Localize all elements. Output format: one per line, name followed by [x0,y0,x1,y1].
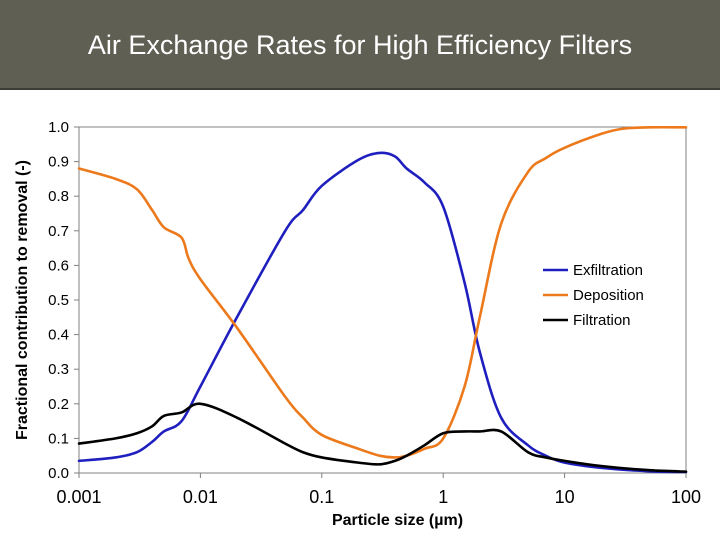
slide-title: Air Exchange Rates for High Efficiency F… [87,30,633,60]
legend-label-exfiltration: Exfiltration [573,262,643,279]
y-tick-label: 0.6 [48,257,69,274]
legend-label-deposition: Deposition [573,287,644,304]
slide-title-bar: Air Exchange Rates for High Efficiency F… [0,0,720,90]
series-line-filtration [77,402,688,473]
series-line-deposition [77,125,688,459]
x-tick-label: 0.01 [183,487,218,507]
y-tick-label: 0.2 [48,396,69,413]
x-tick-label: 1 [438,487,448,507]
y-tick-label: 0.9 [48,154,69,171]
chart-series [77,125,688,474]
y-tick-label: 0.3 [48,361,69,378]
y-tick-label: 1.0 [48,119,69,136]
y-tick-label: 0.4 [48,327,69,344]
y-tick-label: 0.5 [48,292,69,309]
y-tick-label: 0.0 [48,465,69,482]
y-axis-label: Fractional contribution to removal (-) [14,160,31,440]
y-tick-label: 0.7 [48,223,69,240]
y-tick-label: 0.1 [48,430,69,447]
line-chart: 0.0 0.1 0.2 0.3 0.4 0.5 0.6 0.7 0.8 0.9 1.0 0.001 0.… [14,119,701,529]
x-axis-label: Particle size (µm) [332,512,463,529]
x-tick-label: 0.001 [56,487,101,507]
chart-axes: 0.0 0.1 0.2 0.3 0.4 0.5 0.6 0.7 0.8 0.9 1.0 0.001 0.… [14,119,701,529]
legend-label-filtration: Filtration [573,312,631,329]
y-tick-label: 0.8 [48,188,69,205]
x-tick-label: 0.1 [309,487,334,507]
x-tick-label: 100 [671,487,701,507]
series-line-exfiltration [77,151,688,474]
x-tick-label: 10 [555,487,575,507]
chart-legend: Exfiltration Deposition Filtration [543,262,644,329]
